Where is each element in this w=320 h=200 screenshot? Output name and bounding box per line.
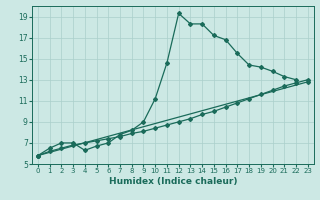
X-axis label: Humidex (Indice chaleur): Humidex (Indice chaleur) [108, 177, 237, 186]
